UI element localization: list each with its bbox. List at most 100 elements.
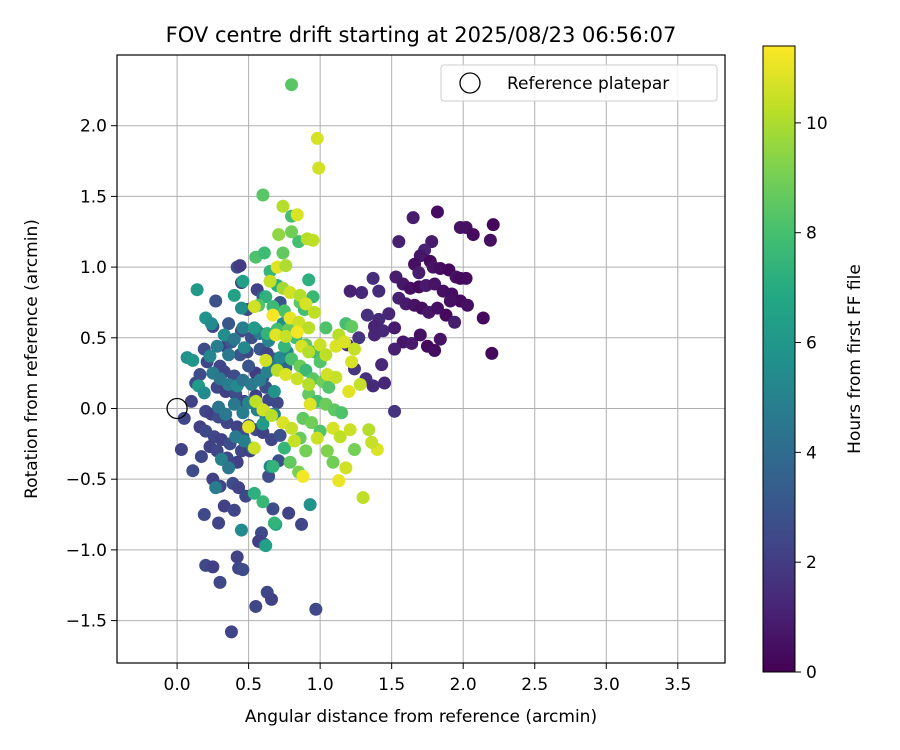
data-point xyxy=(209,294,223,308)
data-point xyxy=(345,355,359,369)
data-point xyxy=(290,372,304,386)
data-point xyxy=(448,315,462,329)
data-point xyxy=(217,328,231,342)
data-point xyxy=(184,394,198,408)
data-point xyxy=(310,431,324,445)
data-point xyxy=(483,233,497,247)
data-point xyxy=(430,205,444,219)
data-point xyxy=(295,517,309,531)
data-point xyxy=(388,342,402,356)
reference-point-layer xyxy=(166,397,188,420)
y-axis-label: Rotation from reference (arcmin) xyxy=(22,219,42,499)
data-point xyxy=(486,218,500,232)
colorbar-tick-label: 4 xyxy=(806,443,817,463)
colorbar-label: Hours from first FF file xyxy=(845,264,865,454)
data-point xyxy=(236,563,250,577)
data-point xyxy=(242,359,256,373)
x-tick-label: 1.5 xyxy=(378,675,405,695)
data-point xyxy=(236,406,250,420)
data-point xyxy=(319,348,333,362)
data-point xyxy=(266,308,280,322)
data-point xyxy=(405,336,419,350)
colorbar-tick-label: 0 xyxy=(806,663,817,683)
data-point xyxy=(343,423,357,437)
data-point xyxy=(460,298,474,312)
data-point xyxy=(277,339,291,353)
data-point xyxy=(329,370,343,384)
data-point xyxy=(249,599,263,613)
data-point xyxy=(233,259,247,273)
data-point xyxy=(285,78,299,92)
data-point xyxy=(412,266,426,280)
data-point xyxy=(190,283,204,297)
data-point xyxy=(332,474,346,488)
x-tick-label: 3.0 xyxy=(593,675,620,695)
data-point xyxy=(343,284,357,298)
data-point xyxy=(222,348,236,362)
y-tick-label: 1.0 xyxy=(80,258,107,278)
data-point xyxy=(306,233,320,247)
data-point xyxy=(174,442,188,456)
data-point xyxy=(282,506,296,520)
data-point xyxy=(266,459,280,473)
data-point xyxy=(485,346,499,360)
data-point xyxy=(299,297,313,311)
data-point xyxy=(309,602,323,616)
data-point xyxy=(266,502,280,516)
data-point xyxy=(227,332,241,346)
chart-title: FOV centre drift starting at 2025/08/23 … xyxy=(166,23,677,47)
data-point xyxy=(256,188,270,202)
data-point xyxy=(247,486,261,500)
data-point xyxy=(213,575,227,589)
x-axis-ticks: 0.0 0.5 1.0 1.5 2.0 2.5 3.0 3.5 xyxy=(164,663,691,695)
data-point xyxy=(209,481,223,495)
data-point xyxy=(283,455,297,469)
data-point xyxy=(355,286,369,300)
y-tick-label: 0.5 xyxy=(80,329,107,349)
data-point xyxy=(356,491,370,505)
data-point xyxy=(320,444,334,458)
data-point xyxy=(234,523,248,537)
data-point xyxy=(265,409,279,423)
data-point xyxy=(210,339,224,353)
y-axis-ticks: −1.5 −1.0 −0.5 0.0 0.5 1.0 1.5 2.0 xyxy=(66,117,117,632)
data-point xyxy=(224,625,238,639)
data-point xyxy=(287,434,301,448)
data-point xyxy=(305,416,319,430)
data-point xyxy=(267,516,281,530)
data-point xyxy=(222,461,236,475)
data-point xyxy=(262,469,276,483)
data-point xyxy=(222,317,236,331)
legend-marker-reference xyxy=(459,72,481,94)
data-point xyxy=(302,273,316,287)
data-point xyxy=(219,407,233,421)
data-point xyxy=(292,315,306,329)
data-point xyxy=(365,435,379,449)
data-point xyxy=(285,225,299,239)
data-point xyxy=(259,290,273,304)
data-point xyxy=(366,379,380,393)
data-point xyxy=(347,442,361,456)
data-point xyxy=(269,328,283,342)
data-point xyxy=(214,452,228,466)
data-point xyxy=(247,300,261,314)
x-axis-label: Angular distance from reference (arcmin) xyxy=(245,707,597,727)
data-point xyxy=(296,469,310,483)
data-point xyxy=(259,539,273,553)
data-point xyxy=(388,404,402,418)
data-point xyxy=(430,301,444,315)
data-point xyxy=(302,387,316,401)
data-point xyxy=(428,344,442,358)
data-point xyxy=(466,228,480,242)
x-tick-label: 2.0 xyxy=(450,675,477,695)
data-point xyxy=(453,271,467,285)
y-tick-label: 1.5 xyxy=(80,187,107,207)
data-point xyxy=(299,363,313,377)
data-point xyxy=(378,376,392,390)
data-point xyxy=(257,246,271,260)
colorbar-ticks: 0 2 4 6 8 10 xyxy=(795,114,828,683)
colorbar-tick-label: 6 xyxy=(806,334,817,354)
data-point xyxy=(237,434,251,448)
